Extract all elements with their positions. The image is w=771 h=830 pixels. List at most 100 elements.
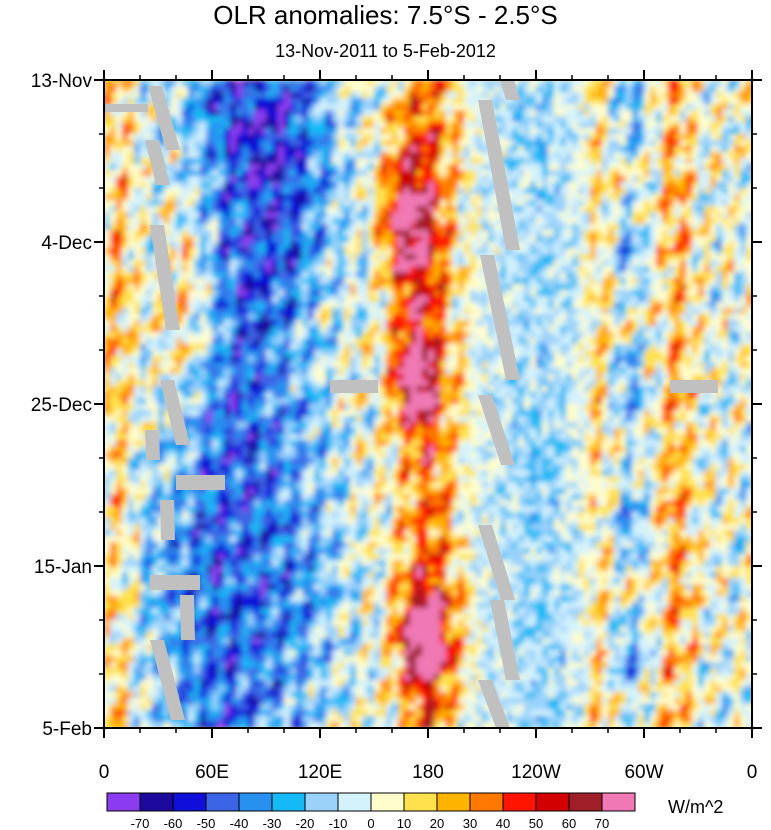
field-cell xyxy=(590,194,597,201)
field-cell xyxy=(170,164,177,171)
field-cell xyxy=(314,170,321,177)
field-cell xyxy=(326,194,333,201)
field-cell xyxy=(248,158,255,165)
field-cell xyxy=(716,248,723,255)
field-cell xyxy=(122,110,129,117)
field-cell xyxy=(536,242,543,249)
field-cell xyxy=(692,122,699,129)
field-cell xyxy=(602,104,609,111)
field-cell xyxy=(356,260,363,267)
field-cell xyxy=(362,236,369,243)
field-cell xyxy=(524,320,531,327)
field-cell xyxy=(128,158,135,165)
field-cell xyxy=(644,344,651,351)
field-cell xyxy=(518,146,525,153)
field-cell xyxy=(314,284,321,291)
field-cell xyxy=(194,242,201,249)
field-cell xyxy=(278,212,285,219)
field-cell xyxy=(656,266,663,273)
field-cell xyxy=(356,272,363,279)
field-cell xyxy=(566,170,573,177)
field-cell xyxy=(704,152,711,159)
field-cell xyxy=(224,272,231,279)
field-cell xyxy=(362,206,369,213)
field-cell xyxy=(452,176,459,183)
field-cell xyxy=(326,110,333,117)
field-cell xyxy=(728,296,735,303)
field-cell xyxy=(254,218,261,225)
field-cell xyxy=(620,230,627,237)
field-cell xyxy=(350,188,357,195)
field-cell xyxy=(284,308,291,315)
field-cell xyxy=(476,338,483,345)
field-cell xyxy=(746,260,752,267)
field-cell xyxy=(356,242,363,249)
field-cell xyxy=(542,152,549,159)
field-cell xyxy=(524,266,531,273)
field-cell xyxy=(116,182,123,189)
field-cell xyxy=(194,332,201,339)
field-cell xyxy=(230,314,237,321)
field-cell xyxy=(134,296,141,303)
field-cell xyxy=(446,266,453,273)
field-cell xyxy=(206,116,213,123)
field-cell xyxy=(314,182,321,189)
field-cell xyxy=(566,80,573,87)
field-cell xyxy=(206,272,213,279)
field-cell xyxy=(140,356,147,363)
field-cell xyxy=(506,302,513,309)
field-cell xyxy=(200,92,207,99)
field-cell xyxy=(398,260,405,267)
field-cell xyxy=(632,158,639,165)
field-cell xyxy=(248,260,255,267)
field-cell xyxy=(284,200,291,207)
field-cell xyxy=(740,320,747,327)
field-cell xyxy=(356,224,363,231)
field-cell xyxy=(302,326,309,333)
field-cell xyxy=(266,98,273,105)
field-cell xyxy=(716,290,723,297)
field-cell xyxy=(122,236,129,243)
field-cell xyxy=(656,254,663,261)
field-cell xyxy=(320,248,327,255)
field-cell xyxy=(158,80,165,87)
field-cell xyxy=(524,158,531,165)
field-cell xyxy=(362,212,369,219)
field-cell xyxy=(512,158,519,165)
field-cell xyxy=(674,248,681,255)
field-cell xyxy=(170,260,177,267)
field-cell xyxy=(116,332,123,339)
field-cell xyxy=(608,176,615,183)
field-cell xyxy=(686,158,693,165)
field-cell xyxy=(440,128,447,135)
field-cell xyxy=(542,230,549,237)
field-cell xyxy=(116,188,123,195)
field-cell xyxy=(638,308,645,315)
field-cell xyxy=(212,344,219,351)
field-cell xyxy=(278,338,285,345)
field-cell xyxy=(332,224,339,231)
field-cell xyxy=(182,188,189,195)
field-cell xyxy=(362,314,369,321)
field-cell xyxy=(458,146,465,153)
field-cell xyxy=(428,206,435,213)
field-cell xyxy=(662,134,669,141)
field-cell xyxy=(182,182,189,189)
field-cell xyxy=(266,350,273,357)
field-cell xyxy=(320,152,327,159)
field-cell xyxy=(146,296,153,303)
field-cell xyxy=(236,284,243,291)
field-cell xyxy=(350,344,357,351)
field-cell xyxy=(188,164,195,171)
field-cell xyxy=(698,188,705,195)
field-cell xyxy=(536,206,543,213)
field-cell xyxy=(140,350,147,357)
field-cell xyxy=(710,200,717,207)
field-cell xyxy=(386,104,393,111)
field-cell xyxy=(674,176,681,183)
field-cell xyxy=(398,176,405,183)
field-cell xyxy=(494,116,501,123)
field-cell xyxy=(746,140,752,147)
field-cell xyxy=(182,326,189,333)
field-cell xyxy=(644,80,651,87)
